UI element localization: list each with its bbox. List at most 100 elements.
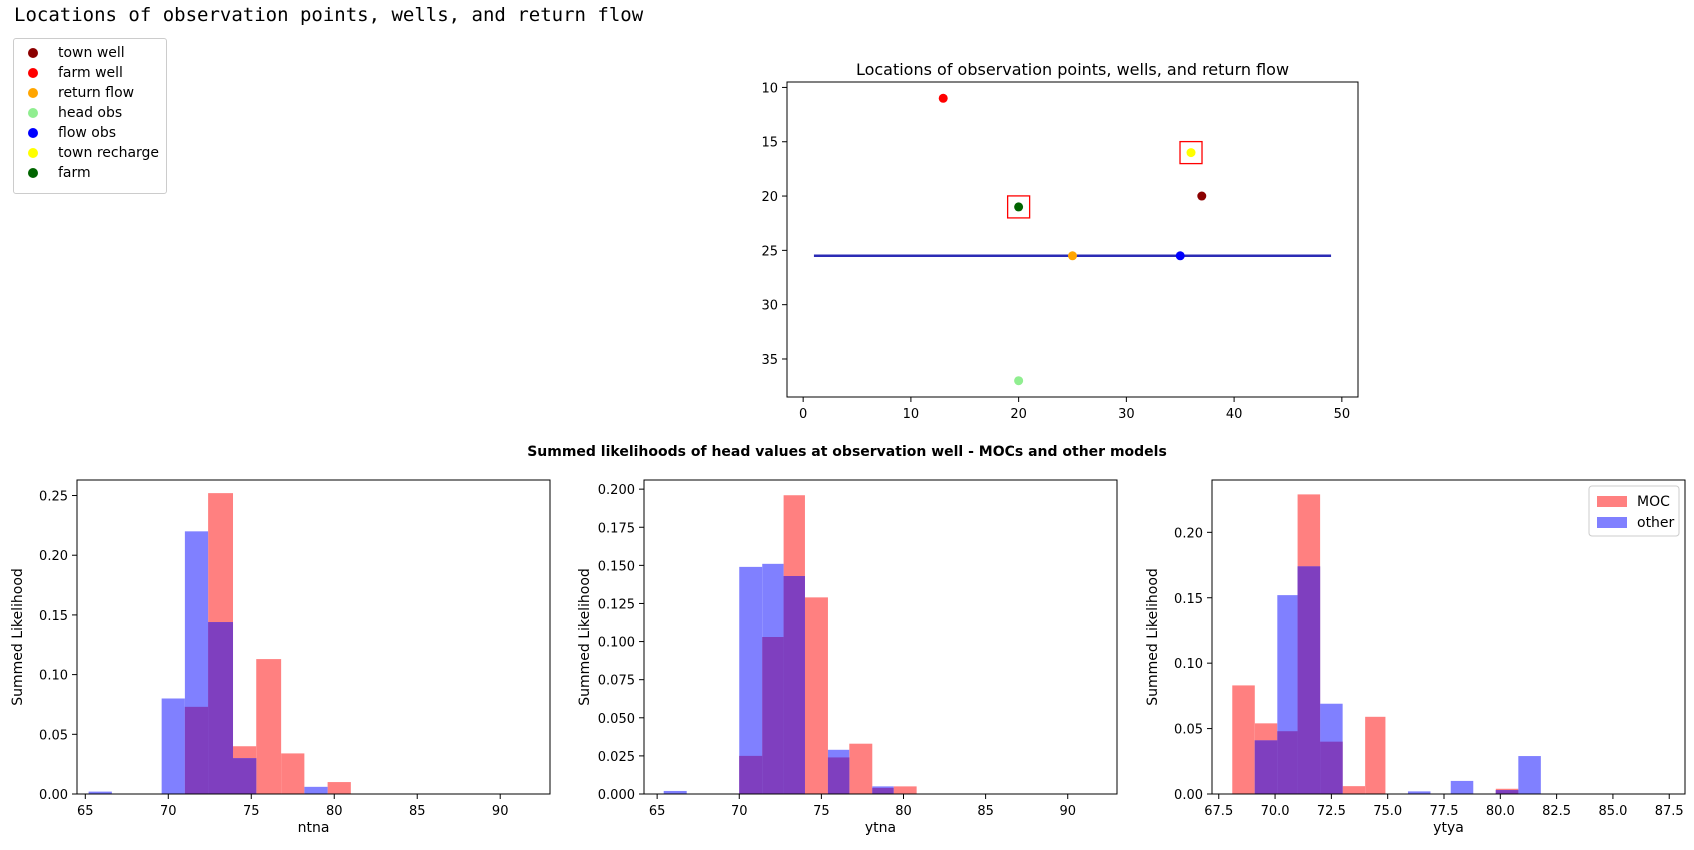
x-tick-label: 70: [731, 804, 748, 819]
x-axis-label: ntna: [298, 820, 330, 836]
histogram-panel-ytna: 65 70 75 80 85 90 0.000 0.025 0.050 0.075 0.100 0.1…: [577, 479, 1118, 836]
x-tick-label: 30: [1118, 407, 1135, 422]
legend-entry-town-well: town well: [14, 43, 164, 63]
x-tick-label: 80: [326, 804, 343, 819]
x-tick-label: 67.5: [1204, 804, 1233, 819]
x-tick-label: 20: [1010, 407, 1027, 422]
bar-other: [1518, 756, 1541, 794]
legend-label: town well: [58, 45, 125, 61]
x-tick-label: 87.5: [1655, 804, 1684, 819]
legend-label: farm: [58, 165, 91, 181]
y-tick-label: 0.15: [1174, 592, 1203, 607]
hist-suptitle: Summed likelihoods of head values at obs…: [527, 444, 1167, 460]
x-tick-label: 77.5: [1430, 804, 1459, 819]
y-tick-label: 0.175: [598, 521, 635, 536]
legend-label: flow obs: [58, 125, 117, 141]
bar-overlap: [739, 755, 763, 794]
legend-entry-flow-obs: flow obs: [14, 123, 164, 143]
axes-frame: [76, 479, 551, 795]
cell-output-text: Locations of observation points, wells, …: [14, 4, 644, 26]
map-legend: town well farm well return flow head obs flo…: [13, 38, 167, 194]
bar-other: [1450, 780, 1474, 794]
bar-other: [1407, 791, 1431, 794]
legend-marker: [28, 168, 38, 178]
legend-label: farm well: [58, 65, 123, 81]
y-tick-label: 0.100: [598, 636, 635, 651]
y-tick-label: 35: [761, 353, 778, 368]
bar-overlap: [762, 637, 784, 794]
bar-moc: [893, 786, 917, 794]
x-tick-label: 75: [243, 804, 260, 819]
legend-entry-head-obs: head obs: [14, 103, 164, 123]
x-tick-label: 75.0: [1373, 804, 1402, 819]
y-tick-label: 0.025: [598, 750, 635, 765]
y-tick-label: 0.00: [1174, 788, 1203, 803]
bar-other: [161, 698, 185, 794]
y-tick-label: 10: [761, 81, 778, 96]
y-tick-label: 0.25: [39, 490, 68, 505]
legend-entry-farm: farm: [14, 163, 164, 183]
x-tick-label: 90: [492, 804, 509, 819]
point-flow-obs: [1175, 251, 1185, 261]
bar-overlap: [783, 576, 805, 794]
point-return-flow: [1068, 251, 1077, 261]
y-tick-label: 0.125: [598, 597, 635, 612]
legend-label: return flow: [58, 85, 135, 101]
y-tick-label: 0.150: [598, 559, 635, 574]
y-tick-label: 0.075: [598, 674, 635, 689]
y-tick-label: 0.10: [39, 669, 68, 684]
y-tick-label: 20: [761, 190, 778, 205]
x-tick-label: 72.5: [1317, 804, 1346, 819]
bar-other: [88, 791, 112, 794]
x-tick-label: 70: [160, 804, 177, 819]
bar-overlap: [1495, 790, 1519, 794]
legend-label: town recharge: [58, 145, 160, 161]
y-tick-label: 25: [761, 244, 778, 259]
x-axis-label: ytya: [1433, 820, 1464, 836]
y-tick-label: 0.200: [598, 483, 635, 498]
map-frame: [786, 81, 1359, 398]
y-axis-label: Summed Likelihood: [577, 568, 593, 706]
bar-overlap: [208, 622, 234, 794]
y-tick-label: 0.20: [1174, 526, 1203, 541]
bar-moc: [1365, 716, 1386, 794]
map-plot: Locations of observation points, wells, …: [761, 60, 1359, 422]
legend-marker: [28, 108, 38, 118]
point-farm-well: [938, 93, 948, 103]
bar-overlap: [872, 787, 894, 794]
x-tick-label: 50: [1334, 407, 1351, 422]
hist-legend: MOC other: [1588, 485, 1680, 537]
bar-overlap: [233, 758, 257, 794]
legend-marker: [28, 68, 38, 78]
y-axis-label: Summed Likelihood: [10, 568, 26, 706]
axes-frame: [1211, 479, 1686, 795]
histogram-panel-ntna: 65 70 75 80 85 90 0.00 0.05 0.10 0.15 0.20 0.25 ntna…: [10, 479, 551, 836]
bar-other: [304, 786, 328, 794]
x-tick-label: 65: [77, 804, 94, 819]
bar-other: [663, 790, 687, 794]
y-tick-label: 0.00: [39, 788, 68, 803]
histogram-panel-ytya: 67.5 70.0 72.5 75.0 77.5 80.0 82.5 85.0 87.5 0.00…: [1145, 479, 1686, 836]
point-town-recharge: [1186, 148, 1196, 158]
point-head-obs: [1014, 376, 1024, 386]
y-tick-label: 30: [761, 299, 778, 314]
bar-other: [739, 566, 763, 794]
bar-moc: [327, 782, 351, 794]
y-tick-label: 15: [761, 136, 778, 151]
legend-label-moc: MOC: [1637, 494, 1670, 510]
legend-swatch-moc: [1597, 496, 1627, 507]
axes-frame: [643, 479, 1118, 795]
bar-moc: [804, 597, 828, 794]
bar-overlap: [1277, 731, 1298, 794]
map-title: Locations of observation points, wells, …: [856, 60, 1289, 79]
legend-marker: [28, 128, 38, 138]
bar-moc: [1232, 685, 1255, 794]
legend-entry-return-flow: return flow: [14, 83, 164, 103]
x-tick-label: 65: [649, 804, 666, 819]
legend-swatch-other: [1597, 517, 1627, 528]
x-tick-label: 10: [903, 407, 920, 422]
x-tick-label: 90: [1059, 804, 1076, 819]
legend-marker: [28, 88, 38, 98]
x-tick-label: 0: [799, 407, 807, 422]
